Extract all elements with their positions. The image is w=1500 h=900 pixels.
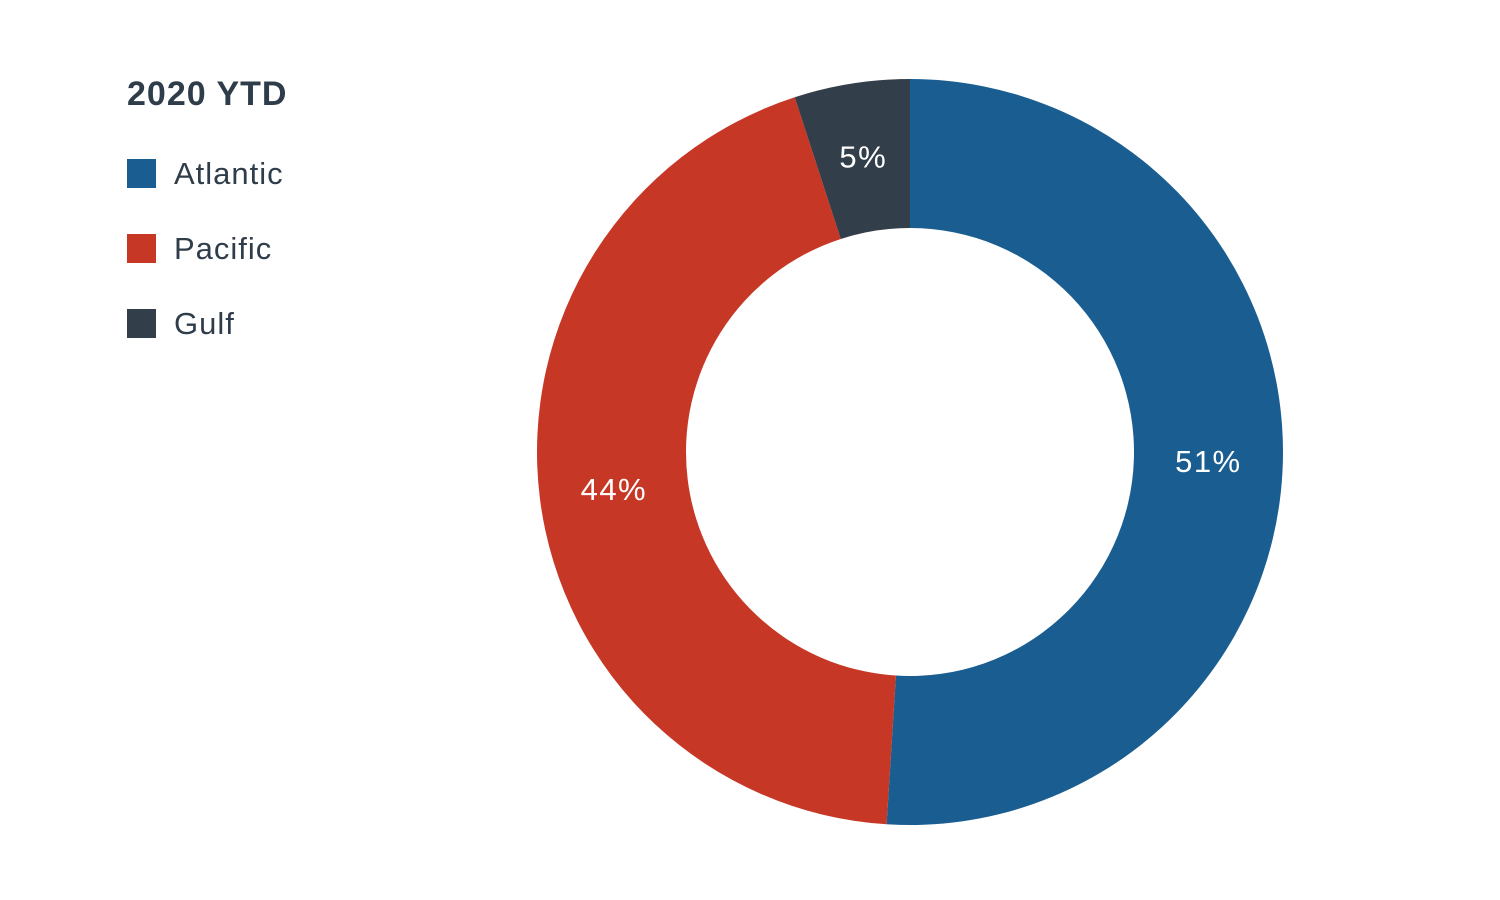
slice-label-pacific: 44% bbox=[581, 472, 648, 507]
slice-atlantic bbox=[886, 79, 1283, 825]
legend-item-atlantic: Atlantic bbox=[127, 136, 447, 211]
legend-item-pacific: Pacific bbox=[127, 211, 447, 286]
legend-items: Atlantic Pacific Gulf bbox=[127, 136, 447, 361]
legend-label-atlantic: Atlantic bbox=[174, 155, 284, 191]
legend-label-gulf: Gulf bbox=[174, 305, 235, 341]
slice-label-atlantic: 51% bbox=[1175, 444, 1242, 479]
slice-gulf bbox=[794, 79, 910, 239]
legend: 2020 YTD Atlantic Pacific Gulf bbox=[127, 72, 447, 381]
legend-title: 2020 YTD bbox=[127, 75, 288, 113]
legend-swatch-pacific bbox=[127, 234, 156, 263]
legend-swatch-atlantic bbox=[127, 159, 156, 188]
legend-swatch-gulf bbox=[127, 309, 156, 338]
legend-label-pacific: Pacific bbox=[174, 230, 273, 266]
slice-label-gulf: 5% bbox=[839, 140, 887, 175]
slice-pacific bbox=[536, 97, 896, 825]
legend-item-gulf: Gulf bbox=[127, 286, 447, 361]
